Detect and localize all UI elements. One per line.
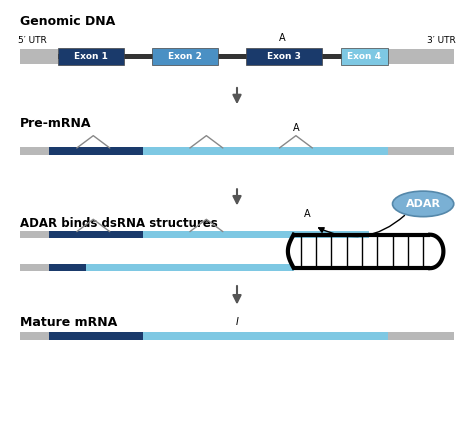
Bar xyxy=(20,49,58,64)
Bar xyxy=(388,148,454,155)
Bar xyxy=(86,264,293,272)
Bar xyxy=(20,148,454,155)
Text: Genomic DNA: Genomic DNA xyxy=(20,15,116,27)
Bar xyxy=(20,231,48,238)
Text: Exon 3: Exon 3 xyxy=(267,52,301,61)
Bar xyxy=(20,54,454,59)
Bar xyxy=(48,148,143,155)
Text: A: A xyxy=(292,123,299,132)
Text: Exon 1: Exon 1 xyxy=(74,52,108,61)
Bar xyxy=(58,47,124,65)
Bar xyxy=(20,332,454,340)
Text: Mature mRNA: Mature mRNA xyxy=(20,316,118,329)
Bar xyxy=(152,47,218,65)
Bar xyxy=(20,264,48,272)
Bar xyxy=(246,47,322,65)
Bar xyxy=(48,332,143,340)
Text: ADAR binds dsRNA structures: ADAR binds dsRNA structures xyxy=(20,217,218,230)
Bar xyxy=(48,264,86,272)
Text: 5′ UTR: 5′ UTR xyxy=(18,36,46,45)
Bar xyxy=(20,148,48,155)
Bar xyxy=(341,47,388,65)
Text: Exon 2: Exon 2 xyxy=(168,52,202,61)
Text: ADAR: ADAR xyxy=(406,199,441,209)
Bar xyxy=(20,231,369,238)
Bar xyxy=(388,49,454,64)
Text: I: I xyxy=(236,317,238,327)
Bar xyxy=(48,231,143,238)
Bar xyxy=(20,332,48,340)
Text: A: A xyxy=(278,33,285,43)
Bar xyxy=(388,332,454,340)
Text: Pre-mRNA: Pre-mRNA xyxy=(20,117,92,130)
Text: 3′ UTR: 3′ UTR xyxy=(428,36,456,45)
Text: A: A xyxy=(304,209,311,219)
Text: Exon 4: Exon 4 xyxy=(347,52,381,61)
Ellipse shape xyxy=(392,191,454,217)
